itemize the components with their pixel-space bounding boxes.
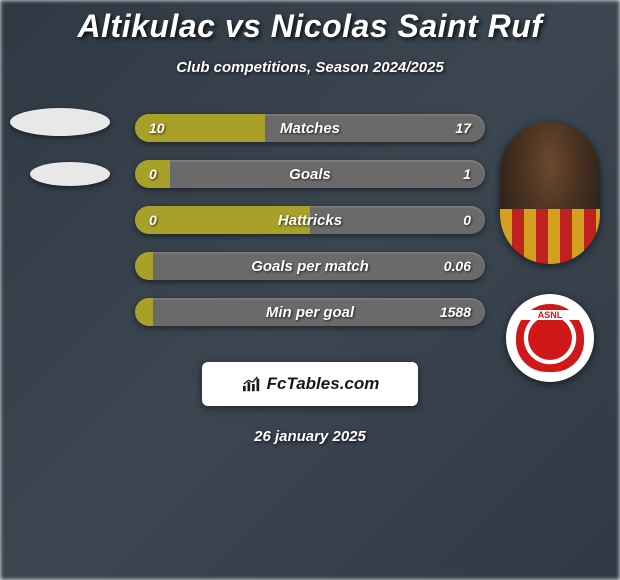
stat-bar: Goals per match 0.06	[135, 252, 485, 280]
stat-label: Hattricks	[278, 212, 342, 229]
stat-label: Goals	[289, 166, 331, 183]
subtitle: Club competitions, Season 2024/2025	[0, 59, 620, 76]
left-mark-1	[10, 108, 110, 136]
stat-value-right: 0.06	[444, 258, 471, 274]
stat-value-left: 0	[149, 166, 157, 182]
date-text: 26 january 2025	[0, 428, 620, 445]
stat-bar: Min per goal 1588	[135, 298, 485, 326]
stat-bar: 0 Goals 1	[135, 160, 485, 188]
stat-label: Matches	[280, 120, 340, 137]
content-wrapper: Altikulac vs Nicolas Saint Ruf Club comp…	[0, 0, 620, 580]
stat-bar: 10 Matches 17	[135, 114, 485, 142]
club-badge-wrapper	[506, 294, 594, 382]
right-player-column	[500, 122, 600, 382]
brand-text: FcTables.com	[267, 374, 380, 394]
brand-pill: FcTables.com	[202, 362, 418, 406]
stat-bar: 0 Hattricks 0	[135, 206, 485, 234]
bar-fill-left	[135, 298, 153, 326]
page-title: Altikulac vs Nicolas Saint Ruf	[0, 8, 620, 45]
left-mark-2	[30, 162, 110, 186]
chart-icon	[241, 375, 263, 393]
stat-label: Goals per match	[251, 258, 369, 275]
stat-label: Min per goal	[266, 304, 354, 321]
bar-fill-left	[135, 252, 153, 280]
stat-value-right: 0	[463, 212, 471, 228]
stat-value-right: 1588	[440, 304, 471, 320]
stat-value-left: 10	[149, 120, 165, 136]
stat-value-right: 1	[463, 166, 471, 182]
stat-value-right: 17	[455, 120, 471, 136]
stat-value-left: 0	[149, 212, 157, 228]
club-badge	[516, 304, 584, 372]
left-player-marks	[10, 108, 110, 186]
player-photo	[500, 122, 600, 264]
